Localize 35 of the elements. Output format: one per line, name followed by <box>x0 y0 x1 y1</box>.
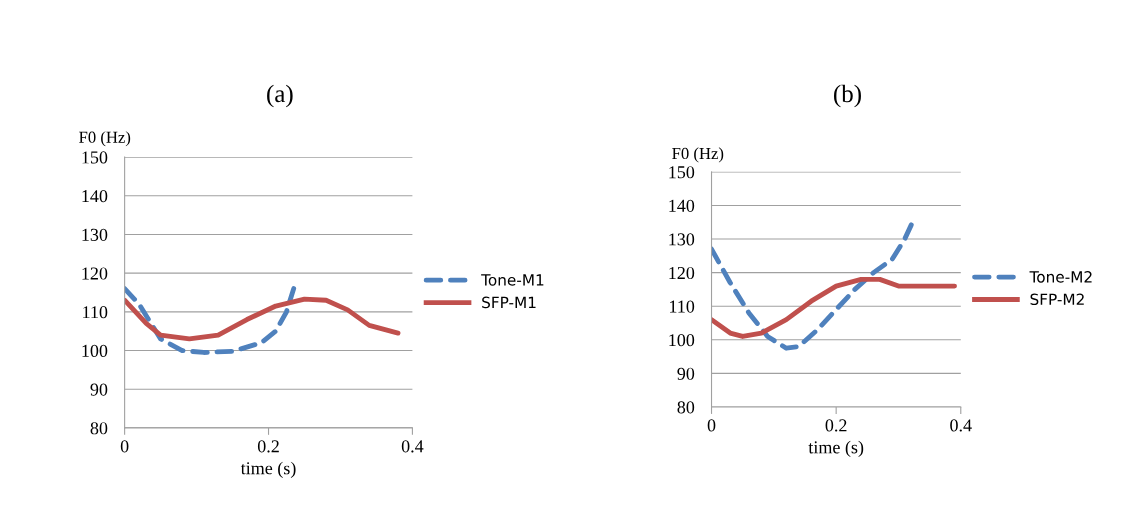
x-tick-label: 0.2 <box>825 419 847 432</box>
legend-label: Tone-M2 <box>1029 271 1092 283</box>
y-tick-label: 100 <box>82 344 108 357</box>
y-axis-title: F0 (Hz) <box>672 147 724 163</box>
y-tick-label: 130 <box>669 233 695 246</box>
y-tick-label: 90 <box>90 383 108 396</box>
x-axis-title: time (s) <box>808 440 864 458</box>
x-tick-label: 0 <box>707 419 716 432</box>
y-tick-label: 120 <box>82 267 108 280</box>
y-tick-label: 130 <box>82 228 108 241</box>
y-tick-label: 110 <box>670 300 695 313</box>
line-series <box>124 286 297 355</box>
legend-label: SFP-M1 <box>482 296 536 309</box>
y-tick-label: 120 <box>669 266 695 280</box>
y-tick-label: 150 <box>669 166 695 179</box>
y-tick-label: 140 <box>82 190 108 203</box>
line-series <box>124 296 401 342</box>
y-tick-label: 90 <box>677 367 695 380</box>
x-tick-label: 0.4 <box>401 440 424 453</box>
x-tick-label: 0 <box>120 440 129 453</box>
chart-title: (a) <box>267 84 293 108</box>
y-tick-label: 80 <box>90 422 108 435</box>
x-tick-label: 0.4 <box>950 419 972 432</box>
x-axis-title: time (s) <box>240 461 296 478</box>
y-tick-label: 140 <box>669 199 695 212</box>
chart-title: (b) <box>834 84 861 108</box>
y-tick-label: 150 <box>82 151 108 164</box>
y-tick-label: 100 <box>669 334 695 347</box>
y-tick-label: 110 <box>83 306 108 319</box>
y-tick-label: 80 <box>677 401 695 414</box>
legend-label: SFP-M2 <box>1030 293 1084 306</box>
y-axis-title: F0 (Hz) <box>79 131 131 147</box>
x-tick-label: 0.2 <box>257 440 279 453</box>
legend-label: Tone-M1 <box>481 274 544 286</box>
line-series <box>711 276 957 339</box>
